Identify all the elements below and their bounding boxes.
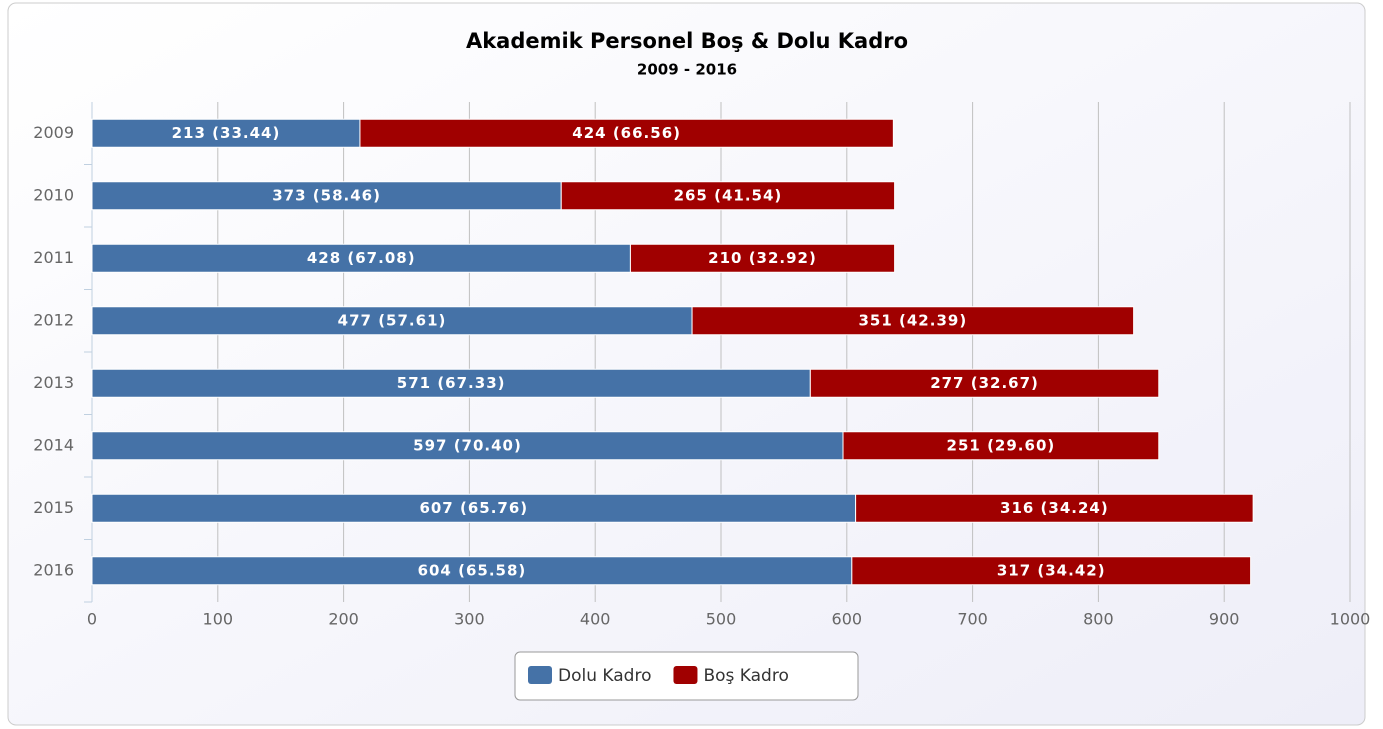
- bar: [842, 431, 1160, 461]
- bar: [91, 556, 853, 586]
- value-label: 317 (34.42): [997, 561, 1106, 579]
- x-tick-label: 100: [203, 610, 234, 629]
- value-label: 571 (67.33): [397, 374, 506, 392]
- bar: [809, 368, 1160, 398]
- legend-label: Boş Kadro: [703, 666, 788, 686]
- bars: 213 (33.44) 424 (66.56) 373 (58.46) 265 (41…: [91, 118, 1254, 586]
- x-tick-label: 300: [454, 610, 485, 629]
- y-tick-label: 2014: [33, 435, 74, 454]
- y-tick-label: 2013: [33, 373, 74, 392]
- chart-subtitle: 2009 - 2016: [637, 61, 737, 79]
- chart-title: Akademik Personel Boş & Dolu Kadro: [466, 29, 908, 53]
- x-tick-label: 900: [1209, 610, 1240, 629]
- value-label: 597 (70.40): [413, 436, 522, 454]
- legend-swatch: [528, 666, 552, 684]
- x-tick-label: 600: [832, 610, 863, 629]
- x-tick-label: 700: [957, 610, 988, 629]
- bar: [91, 493, 857, 523]
- bar: [691, 306, 1135, 336]
- value-label: 373 (58.46): [272, 186, 381, 204]
- y-tick-label: 2009: [33, 123, 74, 142]
- y-tick-label: 2011: [33, 248, 74, 267]
- value-label: 477 (57.61): [338, 311, 447, 329]
- value-label: 316 (34.24): [1000, 499, 1109, 517]
- y-tick-label: 2016: [33, 560, 74, 579]
- x-tick-label: 500: [706, 610, 737, 629]
- x-tick-label: 400: [580, 610, 611, 629]
- y-tick-label: 2010: [33, 185, 74, 204]
- y-tick-label: 2015: [33, 498, 74, 517]
- bar: [91, 118, 361, 148]
- legend-label: Dolu Kadro: [558, 666, 651, 686]
- bar: [851, 556, 1252, 586]
- value-label: 604 (65.58): [418, 561, 527, 579]
- bar: [560, 181, 896, 211]
- value-label: 607 (65.76): [419, 499, 528, 517]
- value-label: 213 (33.44): [172, 124, 281, 142]
- value-label: 277 (32.67): [930, 374, 1039, 392]
- y-tick-label: 2012: [33, 310, 74, 329]
- x-tick-label: 800: [1083, 610, 1114, 629]
- bar: [629, 243, 896, 273]
- value-label: 265 (41.54): [674, 186, 783, 204]
- bar: [855, 493, 1254, 523]
- value-label: 428 (67.08): [307, 249, 416, 267]
- x-tick-label: 0: [87, 610, 97, 629]
- bar: [359, 118, 894, 148]
- value-label: 251 (29.60): [947, 436, 1056, 454]
- bar: [91, 431, 844, 461]
- value-label: 424 (66.56): [572, 124, 681, 142]
- value-label: 210 (32.92): [708, 249, 817, 267]
- legend-swatch: [673, 666, 698, 684]
- bar: [91, 181, 562, 211]
- bar: [91, 306, 693, 336]
- x-tick-label: 1000: [1330, 610, 1371, 629]
- x-tick-label: 200: [328, 610, 359, 629]
- value-label: 351 (42.39): [858, 311, 967, 329]
